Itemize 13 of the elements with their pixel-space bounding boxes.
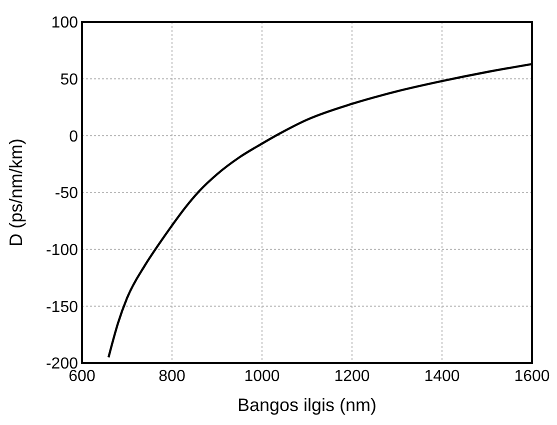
y-tick-label: 50 xyxy=(60,71,78,88)
y-tick-label: -100 xyxy=(46,242,78,259)
y-tick-label: -150 xyxy=(46,298,78,316)
y-axis-title: D (ps/nm/km) xyxy=(6,138,26,246)
y-tick-label: 0 xyxy=(69,128,78,146)
x-tick-label: 1400 xyxy=(424,368,460,385)
x-tick-label: 1000 xyxy=(244,368,280,385)
x-tick-label: 1200 xyxy=(334,368,370,385)
y-tick-label: 100 xyxy=(51,14,78,32)
x-tick-label: 1600 xyxy=(514,368,550,385)
x-axis-title: Bangos ilgis (nm) xyxy=(237,395,377,415)
x-tick-label: 800 xyxy=(158,368,186,385)
y-tick-label: -50 xyxy=(54,185,78,202)
